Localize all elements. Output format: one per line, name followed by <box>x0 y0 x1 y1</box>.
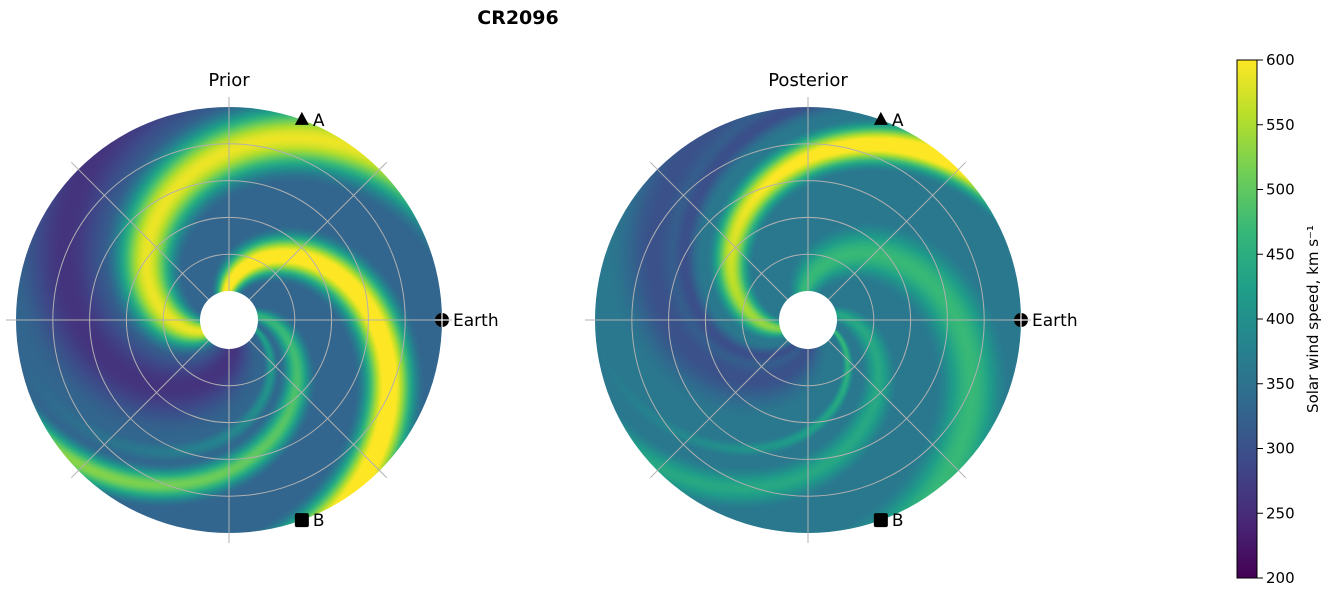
angular-gridline <box>70 161 230 321</box>
marker-label: B <box>892 511 904 531</box>
marker-label: A <box>313 111 325 131</box>
polar-grid-prior <box>6 97 452 543</box>
spacecraft-markers-prior: A Earth B <box>294 111 499 531</box>
colorbar-bar <box>1236 59 1258 579</box>
colorbar-ticks: 200 250 300 350 400 450 500 550 600 <box>1257 51 1295 587</box>
colorbar-tick-label: 200 <box>1266 569 1295 587</box>
colorbar-label: Solar wind speed, km s⁻¹ <box>1304 225 1322 413</box>
marker-circle <box>1014 313 1028 327</box>
colorbar-tick-label: 600 <box>1266 51 1295 69</box>
angular-gridline <box>70 319 230 479</box>
marker-square <box>294 513 309 528</box>
polar-plot-prior: Prior A Earth B <box>6 70 499 543</box>
colorbar: 200 250 300 350 400 450 500 550 600 Solar wind s… <box>1236 51 1322 587</box>
marker-label: Earth <box>1032 311 1078 331</box>
inner-boundary-prior <box>200 291 258 349</box>
colorbar-tick-label: 300 <box>1266 440 1295 458</box>
colorbar-tick-label: 250 <box>1266 504 1295 522</box>
spacecraft-markers-posterior: A Earth B <box>873 111 1078 531</box>
marker-square <box>873 513 888 528</box>
marker-triangle <box>294 111 309 125</box>
marker-circle <box>435 313 449 327</box>
colorbar-tick-label: 450 <box>1266 245 1295 263</box>
subplot-title-prior: Prior <box>208 70 250 91</box>
polar-plot-posterior: Posterior A Earth B <box>585 70 1078 543</box>
angular-gridline <box>807 319 967 479</box>
angular-gridline <box>228 319 388 479</box>
marker-label: Earth <box>453 311 499 331</box>
angular-gridline <box>228 161 388 321</box>
angular-gridline <box>649 319 809 479</box>
colorbar-tick-label: 400 <box>1266 310 1295 328</box>
angular-gridline <box>649 161 809 321</box>
marker-triangle <box>873 111 888 125</box>
figure-title: CR2096 <box>477 7 558 29</box>
angular-gridline <box>807 161 967 321</box>
colorbar-tick-label: 550 <box>1266 116 1295 134</box>
marker-label: A <box>892 111 904 131</box>
colorbar-tick-label: 500 <box>1266 181 1295 199</box>
polar-grid-posterior <box>585 97 1031 543</box>
inner-boundary-posterior <box>779 291 837 349</box>
colorbar-tick-label: 350 <box>1266 375 1295 393</box>
marker-label: B <box>313 511 325 531</box>
subplot-title-posterior: Posterior <box>768 70 848 91</box>
